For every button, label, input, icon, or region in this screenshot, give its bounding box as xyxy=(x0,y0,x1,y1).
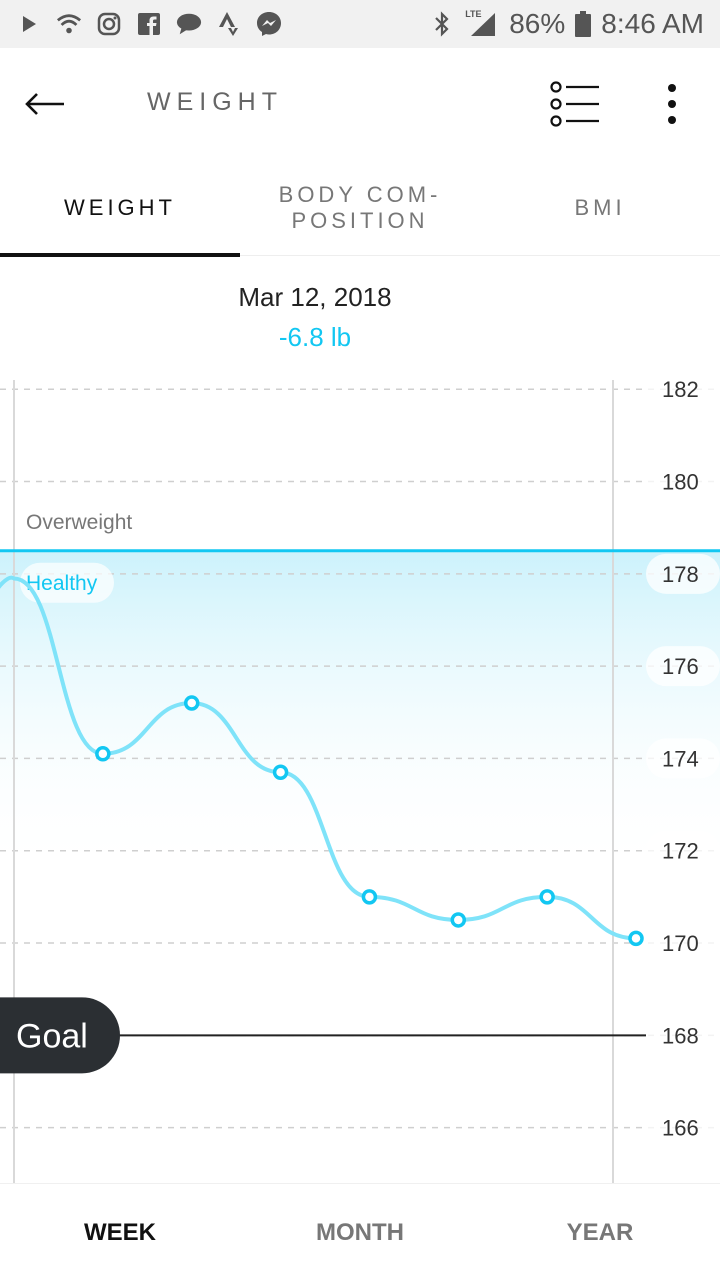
back-button[interactable] xyxy=(24,82,70,126)
overweight-zone-label: Overweight xyxy=(26,511,132,534)
data-points xyxy=(95,695,644,947)
bluetooth-icon xyxy=(429,11,455,37)
period-label: MONTH xyxy=(316,1218,404,1246)
tab-indicator xyxy=(0,253,240,257)
period-label: YEAR xyxy=(566,1218,634,1246)
tab-weight[interactable]: WEIGHT xyxy=(0,160,240,256)
weight-chart[interactable]: Overweight Healthy Goal 1821801781761741… xyxy=(0,380,720,1183)
tab-label: BMI xyxy=(574,195,626,220)
tab-label: BODY COM- POSITION xyxy=(278,182,442,233)
goal-badge-bg xyxy=(0,997,120,1074)
chat-icon xyxy=(176,11,202,37)
y-tick-label: 170 xyxy=(662,931,699,956)
network-type: LTE xyxy=(465,9,482,19)
page-title: WEIGHT xyxy=(147,88,283,116)
weight-data-point[interactable] xyxy=(539,889,555,905)
healthy-zone-label: Healthy xyxy=(26,572,98,595)
battery-icon xyxy=(575,11,592,37)
y-tick-label: 172 xyxy=(662,839,699,864)
y-tick-label: 176 xyxy=(662,654,699,679)
goal-label: Goal xyxy=(16,1017,88,1055)
y-tick-label-bg xyxy=(646,738,720,779)
y-tick-label: 180 xyxy=(662,470,699,495)
healthy-zone xyxy=(0,550,720,874)
metric-tabs: WEIGHT BODY COM- POSITION BMI xyxy=(0,160,720,257)
tab-body-composition[interactable]: BODY COM- POSITION xyxy=(240,160,480,256)
strava-icon xyxy=(216,11,242,37)
y-tick-label-bg xyxy=(646,830,720,871)
period-week[interactable]: WEEK xyxy=(0,1184,240,1281)
y-tick-label: 174 xyxy=(662,746,699,771)
weight-data-point[interactable] xyxy=(361,889,378,905)
y-tick-label-bg xyxy=(646,1107,720,1148)
weight-change: -6.8 lb xyxy=(278,322,352,352)
y-tick-label: 178 xyxy=(662,562,699,587)
tab-label: WEIGHT xyxy=(64,195,176,220)
weight-data-point[interactable] xyxy=(183,695,200,711)
y-tick-label-bg xyxy=(646,646,720,687)
healthy-label-bg xyxy=(20,562,114,603)
period-label: WEEK xyxy=(84,1218,156,1246)
y-tick-label-bg xyxy=(646,923,720,964)
period-month[interactable]: MONTH xyxy=(240,1184,480,1281)
selected-date: Mar 12, 2018 xyxy=(238,282,392,312)
weight-data-point[interactable] xyxy=(450,912,467,928)
signal-icon: LTE xyxy=(465,9,499,37)
play-icon xyxy=(16,11,42,37)
more-vert-icon xyxy=(668,84,676,124)
list-icon xyxy=(550,81,599,127)
weight-data-point[interactable] xyxy=(95,746,111,762)
back-arrow-icon xyxy=(25,93,64,115)
y-tick-label-bg xyxy=(646,380,720,410)
facebook-icon xyxy=(136,11,162,37)
instagram-icon xyxy=(96,11,122,37)
weight-data-point[interactable] xyxy=(628,930,644,947)
wifi-icon xyxy=(56,11,82,37)
system-status: LTE 86% 8:46 AM xyxy=(429,8,704,40)
status-bar: LTE 86% 8:46 AM xyxy=(0,0,720,48)
y-tick-label-bg xyxy=(646,461,720,502)
period-year[interactable]: YEAR xyxy=(480,1184,720,1281)
y-tick-label: 182 xyxy=(662,380,699,402)
goal-badge[interactable]: Goal xyxy=(0,997,120,1074)
clock: 8:46 AM xyxy=(601,8,704,39)
period-selector: WEEK MONTH YEAR xyxy=(0,1183,720,1280)
y-axis-labels: 182 180 178 176 174 172 170 168 166 xyxy=(646,380,720,1148)
messenger-icon xyxy=(256,11,282,37)
y-tick-label-bg xyxy=(646,553,720,594)
notification-icons xyxy=(16,11,282,37)
y-tick-label-bg xyxy=(646,1015,720,1056)
battery-percent: 86% xyxy=(509,8,566,39)
more-options-button[interactable] xyxy=(656,82,688,126)
app-bar: WEIGHT xyxy=(0,48,720,160)
tab-bmi[interactable]: BMI xyxy=(480,160,720,256)
measurements-list-button[interactable] xyxy=(548,80,600,128)
y-tick-label: 166 xyxy=(662,1116,699,1141)
y-tick-label: 168 xyxy=(662,1023,699,1048)
weight-data-point[interactable] xyxy=(272,764,289,781)
